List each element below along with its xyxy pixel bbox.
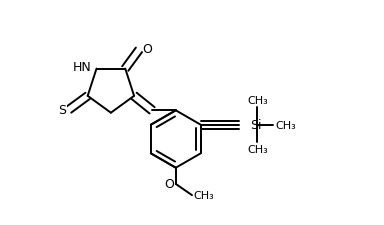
- Text: CH₃: CH₃: [194, 190, 214, 200]
- Text: HN: HN: [72, 61, 91, 74]
- Text: CH₃: CH₃: [247, 96, 268, 106]
- Text: Si: Si: [250, 119, 262, 132]
- Text: S: S: [58, 104, 66, 117]
- Text: O: O: [164, 178, 174, 191]
- Text: CH₃: CH₃: [247, 144, 268, 154]
- Text: O: O: [142, 43, 152, 56]
- Text: CH₃: CH₃: [275, 120, 296, 130]
